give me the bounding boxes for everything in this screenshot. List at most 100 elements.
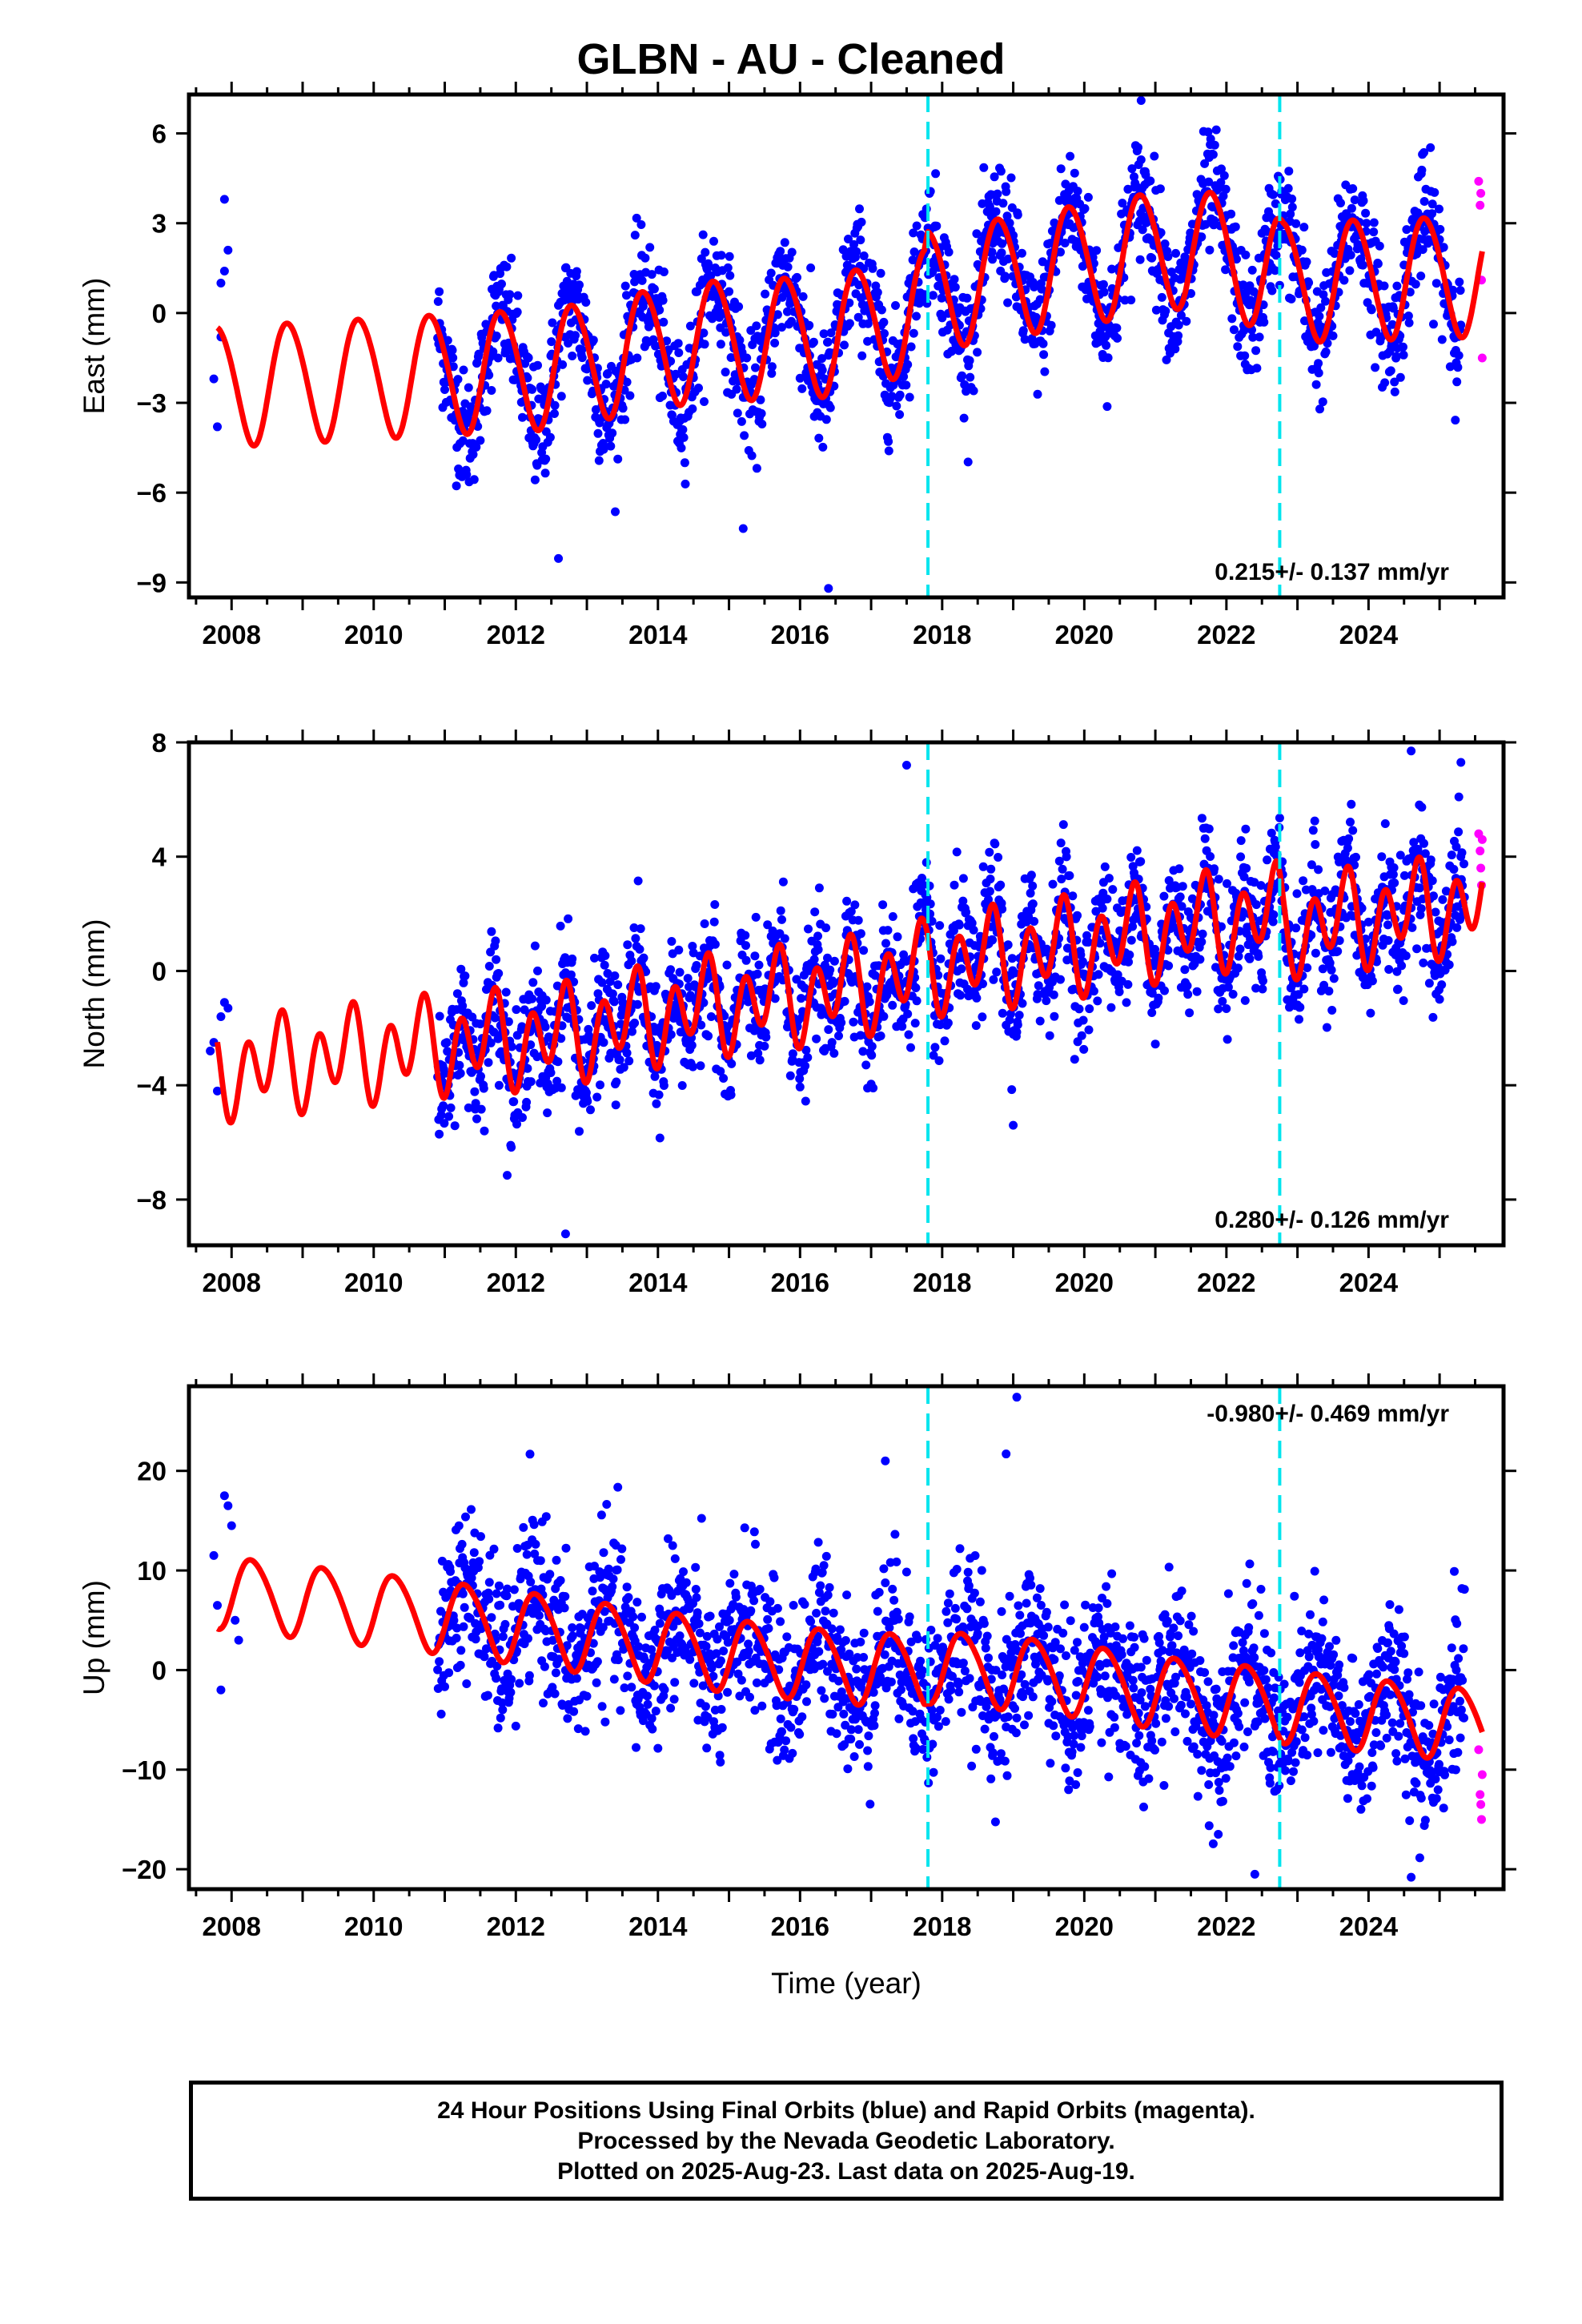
east-point xyxy=(464,383,473,392)
up-point xyxy=(552,1555,561,1565)
east-point xyxy=(1380,378,1390,388)
east-point xyxy=(625,391,635,400)
north-point xyxy=(1291,923,1301,933)
north-point xyxy=(1125,950,1134,959)
north-point xyxy=(927,916,937,926)
east-point xyxy=(620,415,630,424)
north-point xyxy=(753,1048,763,1058)
north-point xyxy=(471,1099,480,1108)
north-point xyxy=(552,981,562,991)
north-point xyxy=(893,932,902,942)
east-point xyxy=(732,384,741,394)
up-point xyxy=(670,1678,680,1687)
north-point xyxy=(613,980,623,990)
north-point xyxy=(596,1080,604,1090)
east-point xyxy=(209,374,219,384)
north-point xyxy=(1390,879,1399,887)
up-point xyxy=(776,1714,785,1723)
up-point xyxy=(757,1701,767,1711)
east-point xyxy=(1080,203,1090,213)
north-point xyxy=(761,1032,771,1042)
north-point xyxy=(1079,1044,1089,1054)
up-point xyxy=(524,1634,532,1643)
up-point xyxy=(701,1702,710,1711)
north-point xyxy=(592,1092,602,1102)
east-point xyxy=(487,386,496,395)
east-point xyxy=(613,454,623,464)
up-point xyxy=(609,1675,619,1684)
north-point xyxy=(540,1022,550,1031)
north-x-tick-label: 2024 xyxy=(1339,1268,1399,1297)
east-point xyxy=(518,412,527,422)
up-point xyxy=(551,1668,560,1678)
up-point xyxy=(511,1721,520,1731)
east-point xyxy=(1241,250,1251,259)
north-point xyxy=(1026,870,1036,880)
north-point xyxy=(556,1034,566,1043)
north-point xyxy=(526,1077,536,1087)
north-point xyxy=(692,961,701,970)
up-point xyxy=(749,1596,759,1606)
up-point xyxy=(522,1550,532,1559)
east-point xyxy=(777,323,786,332)
north-point xyxy=(587,1001,596,1011)
east-point xyxy=(655,305,665,315)
east-point xyxy=(1252,364,1262,373)
north-point xyxy=(528,978,538,987)
east-point xyxy=(1328,331,1338,340)
east-point xyxy=(783,307,792,316)
up-point xyxy=(643,1699,652,1709)
east-point xyxy=(1318,397,1327,407)
east-point xyxy=(568,352,577,360)
up-panel: 2008 2010 2012 2014 2016 2018 2020 2022 20242010… xyxy=(78,1373,1516,2000)
north-point xyxy=(934,971,943,980)
east-point xyxy=(562,276,572,286)
east-point xyxy=(1229,325,1239,335)
east-point xyxy=(1030,282,1039,292)
north-point xyxy=(1062,852,1071,862)
east-point xyxy=(1403,312,1413,320)
north-point xyxy=(444,1112,454,1121)
east-point xyxy=(492,301,501,311)
east-point xyxy=(469,475,479,485)
east-point xyxy=(1233,342,1243,352)
north-point xyxy=(776,906,785,915)
east-point xyxy=(699,328,709,338)
north-point xyxy=(528,994,537,1003)
east-rapid-point xyxy=(1477,353,1487,363)
north-point xyxy=(1128,922,1138,931)
east-point xyxy=(1239,280,1248,290)
east-point xyxy=(757,408,766,418)
east-point xyxy=(738,524,748,533)
north-point xyxy=(1333,947,1343,956)
up-point xyxy=(780,1745,789,1755)
east-point xyxy=(1416,271,1426,281)
north-point xyxy=(1251,900,1261,910)
north-point xyxy=(1089,987,1098,996)
east-point xyxy=(1118,199,1127,208)
east-point xyxy=(752,321,761,331)
east-point xyxy=(554,553,564,563)
north-point xyxy=(1192,987,1202,996)
north-point xyxy=(512,1120,521,1129)
east-point xyxy=(1083,192,1093,202)
up-point xyxy=(509,1585,519,1594)
up-point xyxy=(498,1632,508,1642)
north-point xyxy=(1132,846,1142,855)
north-point xyxy=(1178,882,1187,891)
east-point xyxy=(1003,298,1013,308)
east-point xyxy=(701,247,710,257)
north-point xyxy=(608,989,617,999)
north-point xyxy=(985,847,994,857)
north-point xyxy=(553,1057,563,1067)
up-point xyxy=(649,1681,659,1691)
east-point xyxy=(855,204,864,214)
north-point xyxy=(1384,965,1394,974)
east-point xyxy=(716,340,725,349)
east-point xyxy=(523,373,532,383)
east-point xyxy=(550,400,560,410)
north-point xyxy=(1057,875,1066,884)
east-point xyxy=(959,413,969,423)
north-point xyxy=(1456,758,1466,767)
east-point xyxy=(1033,389,1042,399)
